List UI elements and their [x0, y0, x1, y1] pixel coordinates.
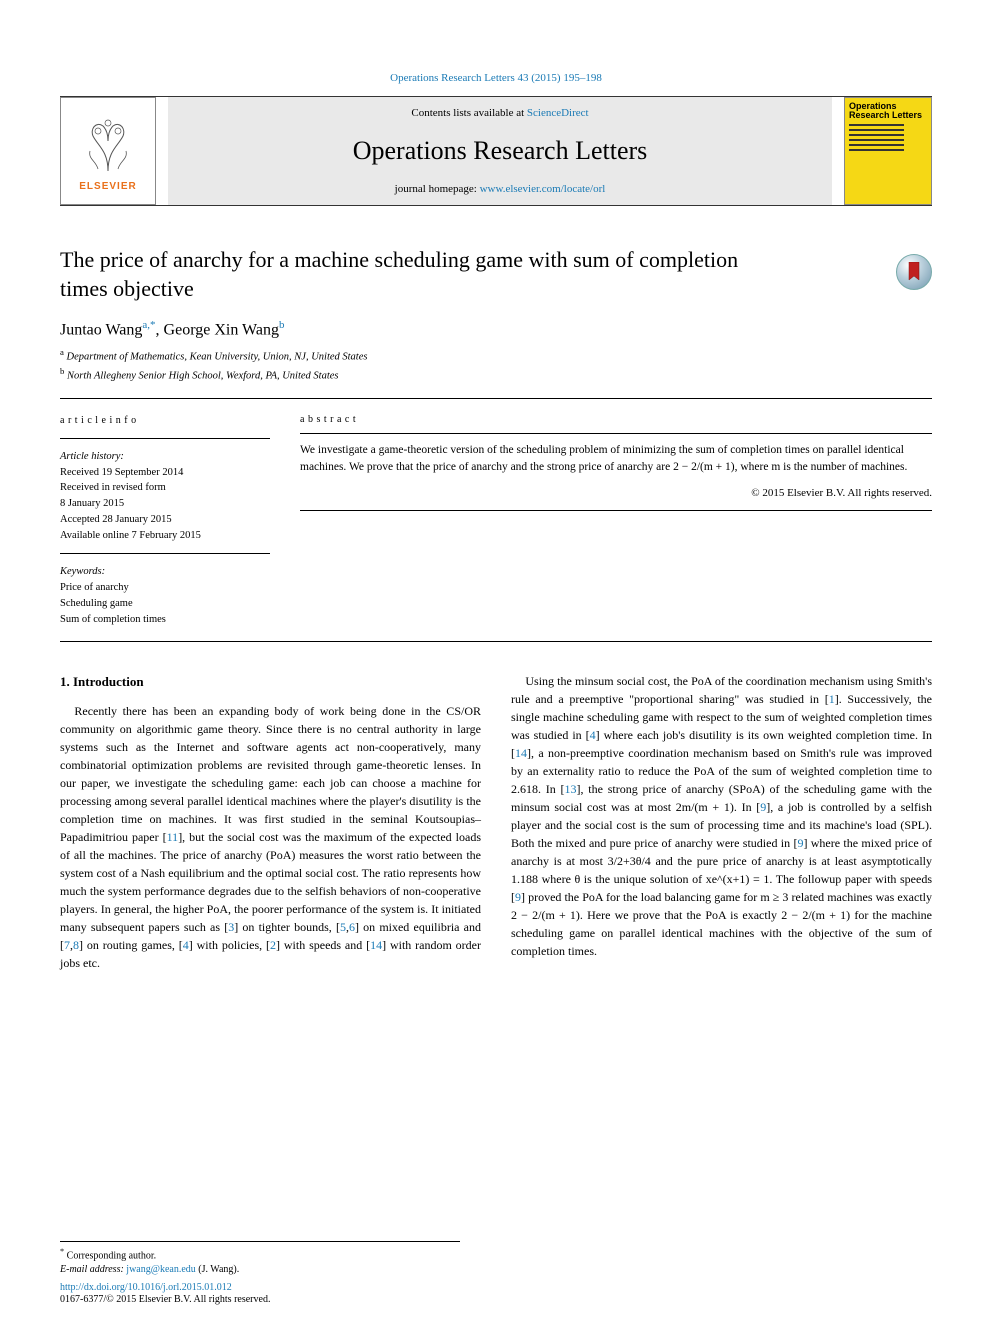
email-who: (J. Wang). [198, 1264, 239, 1275]
info-available: Available online 7 February 2015 [60, 528, 270, 544]
info-revised-date: 8 January 2015 [60, 496, 270, 512]
title-block: The price of anarchy for a machine sched… [60, 246, 932, 384]
journal-title: Operations Research Letters [168, 136, 832, 166]
para-1: Recently there has been an expanding bod… [60, 702, 481, 972]
info-heading: a r t i c l e i n f o [60, 413, 270, 428]
crossmark-icon[interactable] [896, 254, 932, 290]
copyright-bottom: 0167-6377/© 2015 Elsevier B.V. All right… [60, 1294, 270, 1305]
email-link[interactable]: jwang@kean.edu [126, 1264, 195, 1275]
ref-13[interactable]: 13 [565, 782, 577, 796]
footnotes: * Corresponding author. E-mail address: … [60, 1241, 460, 1277]
abstract-copyright: © 2015 Elsevier B.V. All rights reserved… [300, 486, 932, 502]
article-info: a r t i c l e i n f o Article history: R… [60, 413, 270, 628]
homepage-line: journal homepage: www.elsevier.com/locat… [168, 183, 832, 195]
author-2-aff[interactable]: b [279, 319, 285, 331]
affil-a: a Department of Mathematics, Kean Univer… [60, 346, 932, 365]
journal-cover-thumb: Operations Research Letters [844, 97, 932, 205]
contents-prefix: Contents lists available at [411, 107, 526, 119]
rule-bottom [60, 641, 932, 642]
abstract: a b s t r a c t We investigate a game-th… [300, 413, 932, 628]
rule-top [60, 398, 932, 399]
affiliations: a Department of Mathematics, Kean Univer… [60, 346, 932, 384]
author-1: Juntao Wang [60, 322, 142, 339]
info-received: Received 19 September 2014 [60, 465, 270, 481]
keywords-head: Keywords: [60, 564, 270, 580]
sciencedirect-link[interactable]: ScienceDirect [527, 107, 589, 119]
corr-author-label: Corresponding author. [67, 1250, 156, 1261]
info-accepted: Accepted 28 January 2015 [60, 512, 270, 528]
abstract-text: We investigate a game-theoretic version … [300, 442, 932, 475]
section-1-heading: 1. Introduction [60, 672, 481, 692]
paper-title: The price of anarchy for a machine sched… [60, 246, 780, 303]
elsevier-logo: ELSEVIER [60, 97, 156, 205]
abstract-heading: a b s t r a c t [300, 413, 932, 428]
info-abstract-row: a r t i c l e i n f o Article history: R… [60, 413, 932, 628]
keyword-3: Sum of completion times [60, 612, 270, 628]
para-2: Using the minsum social cost, the PoA of… [511, 672, 932, 960]
contents-line: Contents lists available at ScienceDirec… [168, 107, 832, 119]
homepage-link[interactable]: www.elsevier.com/locate/orl [480, 183, 606, 195]
ref-14b[interactable]: 14 [515, 746, 527, 760]
affil-b: b North Allegheny Senior High School, We… [60, 365, 932, 384]
keyword-1: Price of anarchy [60, 580, 270, 596]
tree-icon [68, 111, 148, 181]
info-revised: Received in revised form [60, 480, 270, 496]
author-2: George Xin Wang [164, 322, 279, 339]
ref-11[interactable]: 11 [167, 830, 179, 844]
ref-14[interactable]: 14 [370, 938, 382, 952]
cover-journal-name: Operations Research Letters [849, 102, 927, 120]
body-columns: 1. Introduction Recently there has been … [60, 672, 932, 972]
homepage-prefix: journal homepage: [395, 183, 480, 195]
email-label: E-mail address: [60, 1264, 124, 1275]
doi-link[interactable]: http://dx.doi.org/10.1016/j.orl.2015.01.… [60, 1282, 232, 1293]
keyword-2: Scheduling game [60, 596, 270, 612]
author-1-corr[interactable]: * [150, 319, 156, 331]
elsevier-name: ELSEVIER [79, 181, 136, 192]
journal-banner: ELSEVIER Contents lists available at Sci… [60, 96, 932, 206]
authors: Juntao Wanga,*, George Xin Wangb [60, 319, 932, 339]
author-1-aff[interactable]: a, [142, 319, 150, 331]
banner-center: Contents lists available at ScienceDirec… [168, 97, 832, 205]
citation-header: Operations Research Letters 43 (2015) 19… [60, 72, 932, 84]
